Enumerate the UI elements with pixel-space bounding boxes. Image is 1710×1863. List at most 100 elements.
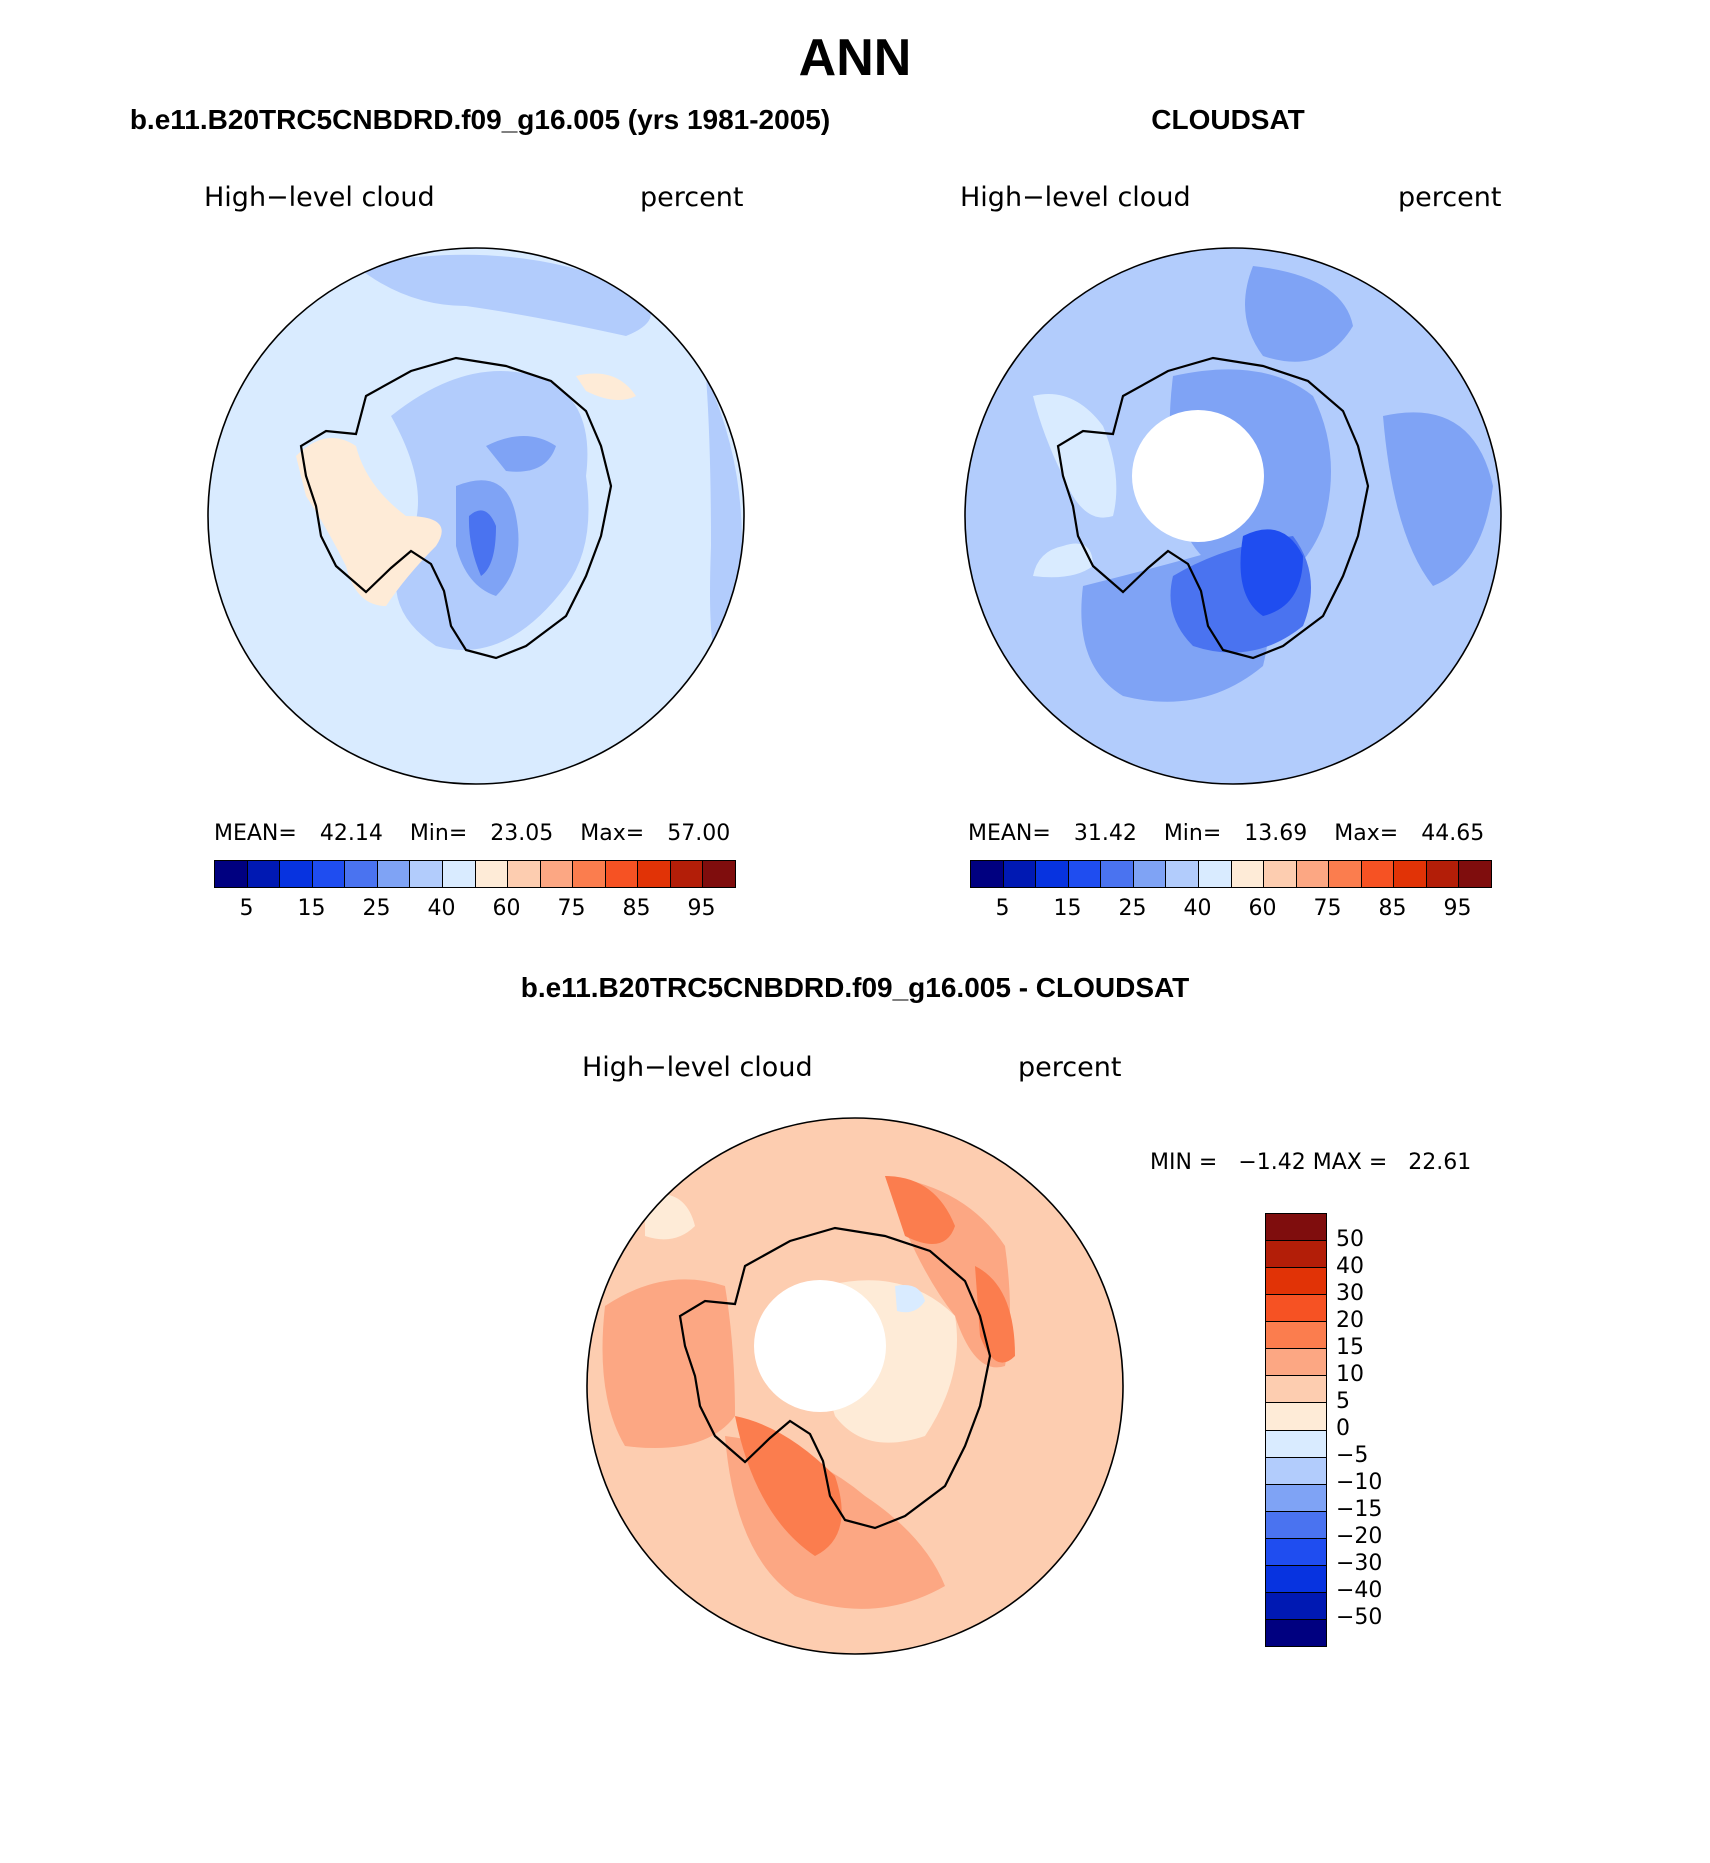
colorbar-tick-label: 15 [297,896,326,921]
diff-minmax: MIN = −1.42 MAX = 22.61 [1150,1150,1472,1175]
colorbar-swatch [312,861,346,887]
panel2-stats: MEAN= 31.42 Min= 13.69 Max= 44.65 [968,821,1488,846]
colorbar-swatch [1166,861,1199,887]
colorbar-swatch [971,861,1004,887]
colorbar-swatch [573,861,606,887]
colorbar-swatch [1266,1349,1326,1377]
colorbar-swatch [1266,1565,1326,1593]
panel1-mean-label: MEAN= [214,821,297,846]
colorbar-swatch [345,861,378,887]
panel1-units-label: percent [640,182,744,213]
panel1-low-cloud-b [486,436,556,472]
panel2-max-value: 44.65 [1421,821,1485,846]
colorbar-tick-label: 25 [1118,896,1147,921]
colorbar-swatch [1266,1376,1326,1404]
colorbar-swatch [442,861,476,887]
panel2-cloud-deep [1240,529,1303,616]
diff-hot-core-s [735,1416,842,1556]
panel2-polar-mask [1132,410,1264,542]
diff-map-border [586,1117,1124,1655]
colorbar-tick-label: −10 [1336,1470,1383,1495]
colorbar-tick-label: 15 [1053,896,1082,921]
colorbar-swatch [1266,1457,1326,1485]
panel2-map [964,247,1502,785]
panel2-header: CLOUDSAT [1151,104,1305,135]
panel2-mean-value: 31.42 [1073,821,1137,846]
colorbar-swatch [605,861,639,887]
panel1-mean-value: 42.14 [319,821,383,846]
colorbar-tick-label: 85 [1378,896,1407,921]
diff-antarctica-coastline [678,1226,992,1530]
colorbar-tick-label: 60 [1248,896,1277,921]
panel2-peninsula-light [1033,394,1117,518]
colorbar-swatch [1101,861,1134,887]
colorbar-tick-label: 95 [1443,896,1472,921]
colorbar-swatch [215,861,248,887]
panel1-antarctica-coastline [299,356,613,660]
panel1-peninsula-high [296,438,442,606]
colorbar-swatch [1266,1295,1326,1323]
diff-units-label: percent [1018,1052,1122,1083]
colorbar-swatch [1036,861,1069,887]
panel1-variable-label: High−level cloud [204,182,435,213]
panel1-stats: MEAN= 42.14 Min= 23.05 Max= 57.00 [214,821,734,846]
panel2-min-value: 13.69 [1244,821,1308,846]
diff-polar-mask [754,1280,886,1412]
panel2-cloud-band-e [1383,412,1493,586]
colorbar-swatch [1266,1214,1326,1242]
colorbar-swatch [1266,1511,1326,1539]
panel2-cloud-band-n [1245,266,1353,362]
colorbar-swatch [1394,861,1427,887]
colorbar-tick-label: 25 [362,896,391,921]
colorbar-swatch [638,861,671,887]
colorbar-tick-label: 0 [1336,1416,1350,1441]
colorbar-tick-label: −5 [1336,1443,1369,1468]
panel1-map-border [207,247,745,785]
diff-hot-core-n [885,1176,955,1244]
panel1-map [207,247,745,785]
colorbar-swatch [1264,861,1297,887]
colorbar-swatch [1266,1403,1326,1431]
panel1-header: b.e11.B20TRC5CNBDRD.f09_g16.005 (yrs 198… [129,104,831,135]
colorbar-swatch [1266,1241,1326,1269]
colorbar-swatch [1426,861,1460,887]
panel1-colorbar-ticks: 5 15 25 40 60 75 85 95 [214,896,734,926]
panel2-max-label: Max= [1334,821,1399,846]
diff-colorbar [1265,1213,1327,1647]
colorbar-swatch [1266,1592,1326,1620]
colorbar-swatch [280,861,313,887]
colorbar-tick-label: 5 [1336,1389,1350,1414]
colorbar-tick-label: 40 [427,896,456,921]
colorbar-tick-label: 30 [1336,1281,1364,1306]
diff-variable-label: High−level cloud [582,1052,813,1083]
panel2-units-label: percent [1398,182,1502,213]
panel1-max-label: Max= [580,821,645,846]
colorbar-swatch [1266,1268,1326,1296]
panel2-map-border [964,247,1502,785]
panel1-min-label: Min= [409,821,468,846]
colorbar-swatch [670,861,704,887]
colorbar-tick-label: −15 [1336,1497,1383,1522]
panel1-colorbar [214,860,736,888]
colorbar-swatch [475,861,509,887]
colorbar-swatch [1296,861,1330,887]
panel2-mean-label: MEAN= [968,821,1051,846]
colorbar-tick-label: 40 [1336,1254,1364,1279]
diff-colorbar-ticks: 50 40 30 20 15 10 5 0 −5 −10 −15 −20 −30 −40 −50 [1336,1213,1426,1645]
colorbar-swatch [410,861,443,887]
panel2-min-label: Min= [1163,821,1222,846]
panel2-colorbar-ticks: 5 15 25 40 60 75 85 95 [970,896,1490,926]
colorbar-swatch [1133,861,1167,887]
panel1-min-value: 23.05 [490,821,554,846]
colorbar-swatch [1198,861,1232,887]
colorbar-swatch [1266,1484,1326,1512]
colorbar-swatch [508,861,541,887]
colorbar-tick-label: 75 [1313,896,1342,921]
colorbar-tick-label: 20 [1336,1308,1364,1333]
colorbar-swatch [1266,1430,1326,1458]
panel1-coast-high [576,373,636,400]
colorbar-swatch [1266,1538,1326,1566]
panel1-low-cloud-c [468,510,496,576]
diff-interior-cool [895,1285,925,1313]
panel2-coast-light [1033,543,1093,578]
